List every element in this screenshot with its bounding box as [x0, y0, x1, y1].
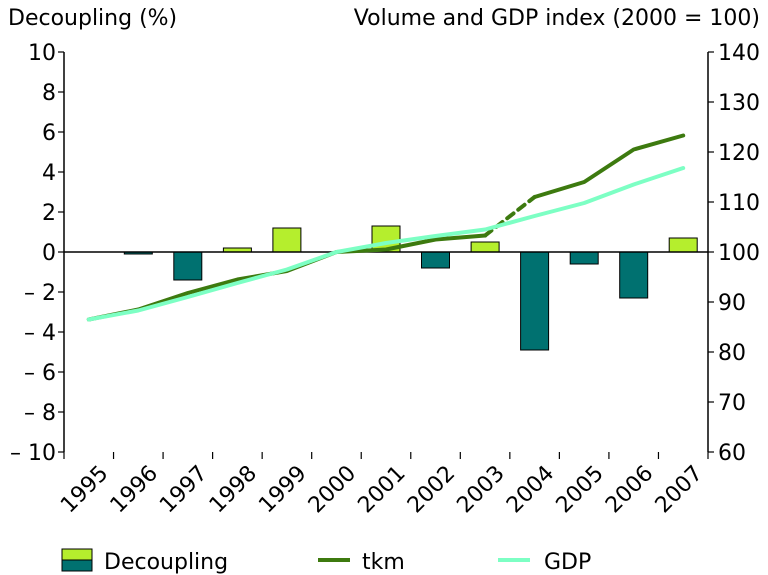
x-tick-label: 2002: [403, 461, 460, 518]
right-tick-label: 100: [718, 241, 760, 266]
left-axis-ticks: 10 8 6 4 2 0 – 2 – 4 – 6 – 8 – 10: [10, 41, 64, 466]
decoupling-bar-2007: [668, 237, 698, 253]
right-tick-label: 80: [718, 341, 746, 366]
right-tick-label: 140: [718, 41, 760, 66]
decoupling-bar-2005: [569, 251, 599, 265]
left-tick-label: 8: [42, 81, 56, 106]
right-tick-label: 110: [718, 191, 760, 216]
right-tick-label: 70: [718, 391, 746, 416]
decoupling-bar-2004: [520, 251, 550, 351]
legend-swatch-decoupling-positive: [61, 548, 93, 561]
legend-label-gdp: GDP: [544, 550, 591, 575]
series-line-tkm-solid: [532, 133, 686, 199]
left-tick-label: 4: [42, 161, 56, 186]
legend-label-decoupling: Decoupling: [104, 550, 228, 575]
x-tick-label: 2006: [601, 461, 658, 518]
series-line-GDP: [86, 166, 686, 322]
x-axis-ticks: 1995199619971998199920002001200220032004…: [56, 452, 709, 518]
decoupling-bar-1999: [272, 227, 302, 253]
x-tick-label: 2000: [304, 461, 361, 518]
left-tick-label: – 2: [24, 281, 56, 306]
x-tick-label: 2005: [552, 461, 609, 518]
right-tick-label: 60: [718, 441, 746, 466]
decoupling-bar-2006: [619, 251, 649, 299]
right-axis-title: Volume and GDP index (2000 = 100): [354, 6, 760, 31]
x-tick-label: 1995: [56, 461, 113, 518]
left-tick-label: – 10: [10, 441, 56, 466]
x-tick-label: 2007: [651, 461, 708, 518]
left-tick-label: – 4: [24, 321, 56, 346]
legend: Decoupling tkm GDP: [61, 548, 591, 575]
left-tick-label: – 8: [24, 401, 56, 426]
x-tick-label: 2004: [502, 461, 559, 518]
right-tick-label: 90: [718, 291, 746, 316]
x-tick-label: 1997: [155, 461, 212, 518]
left-tick-label: 0: [42, 241, 56, 266]
axes: [63, 52, 709, 452]
decoupling-bar-2002: [421, 251, 450, 269]
left-tick-label: 6: [42, 121, 56, 146]
left-tick-label: – 6: [24, 361, 56, 386]
decoupling-bar-2003: [470, 241, 500, 253]
series-line-tkm-dashed: [483, 195, 537, 238]
x-tick-label: 1999: [254, 461, 311, 518]
x-tick-label: 1998: [205, 461, 262, 518]
series-lines: [86, 133, 686, 322]
right-tick-label: 120: [718, 141, 760, 166]
right-axis-ticks: 140 130 120 110 100 90 80 70 60: [708, 41, 760, 466]
legend-label-tkm: tkm: [362, 550, 405, 575]
left-tick-label: 10: [28, 41, 56, 66]
left-axis-title: Decoupling (%): [8, 6, 177, 31]
right-tick-label: 130: [718, 91, 760, 116]
left-tick-label: 2: [42, 201, 56, 226]
legend-swatch-decoupling-negative: [61, 559, 93, 572]
x-tick-label: 2003: [452, 461, 509, 518]
x-tick-label: 1996: [106, 461, 163, 518]
x-tick-label: 2001: [353, 461, 410, 518]
decoupling-bar-1997: [173, 251, 203, 281]
